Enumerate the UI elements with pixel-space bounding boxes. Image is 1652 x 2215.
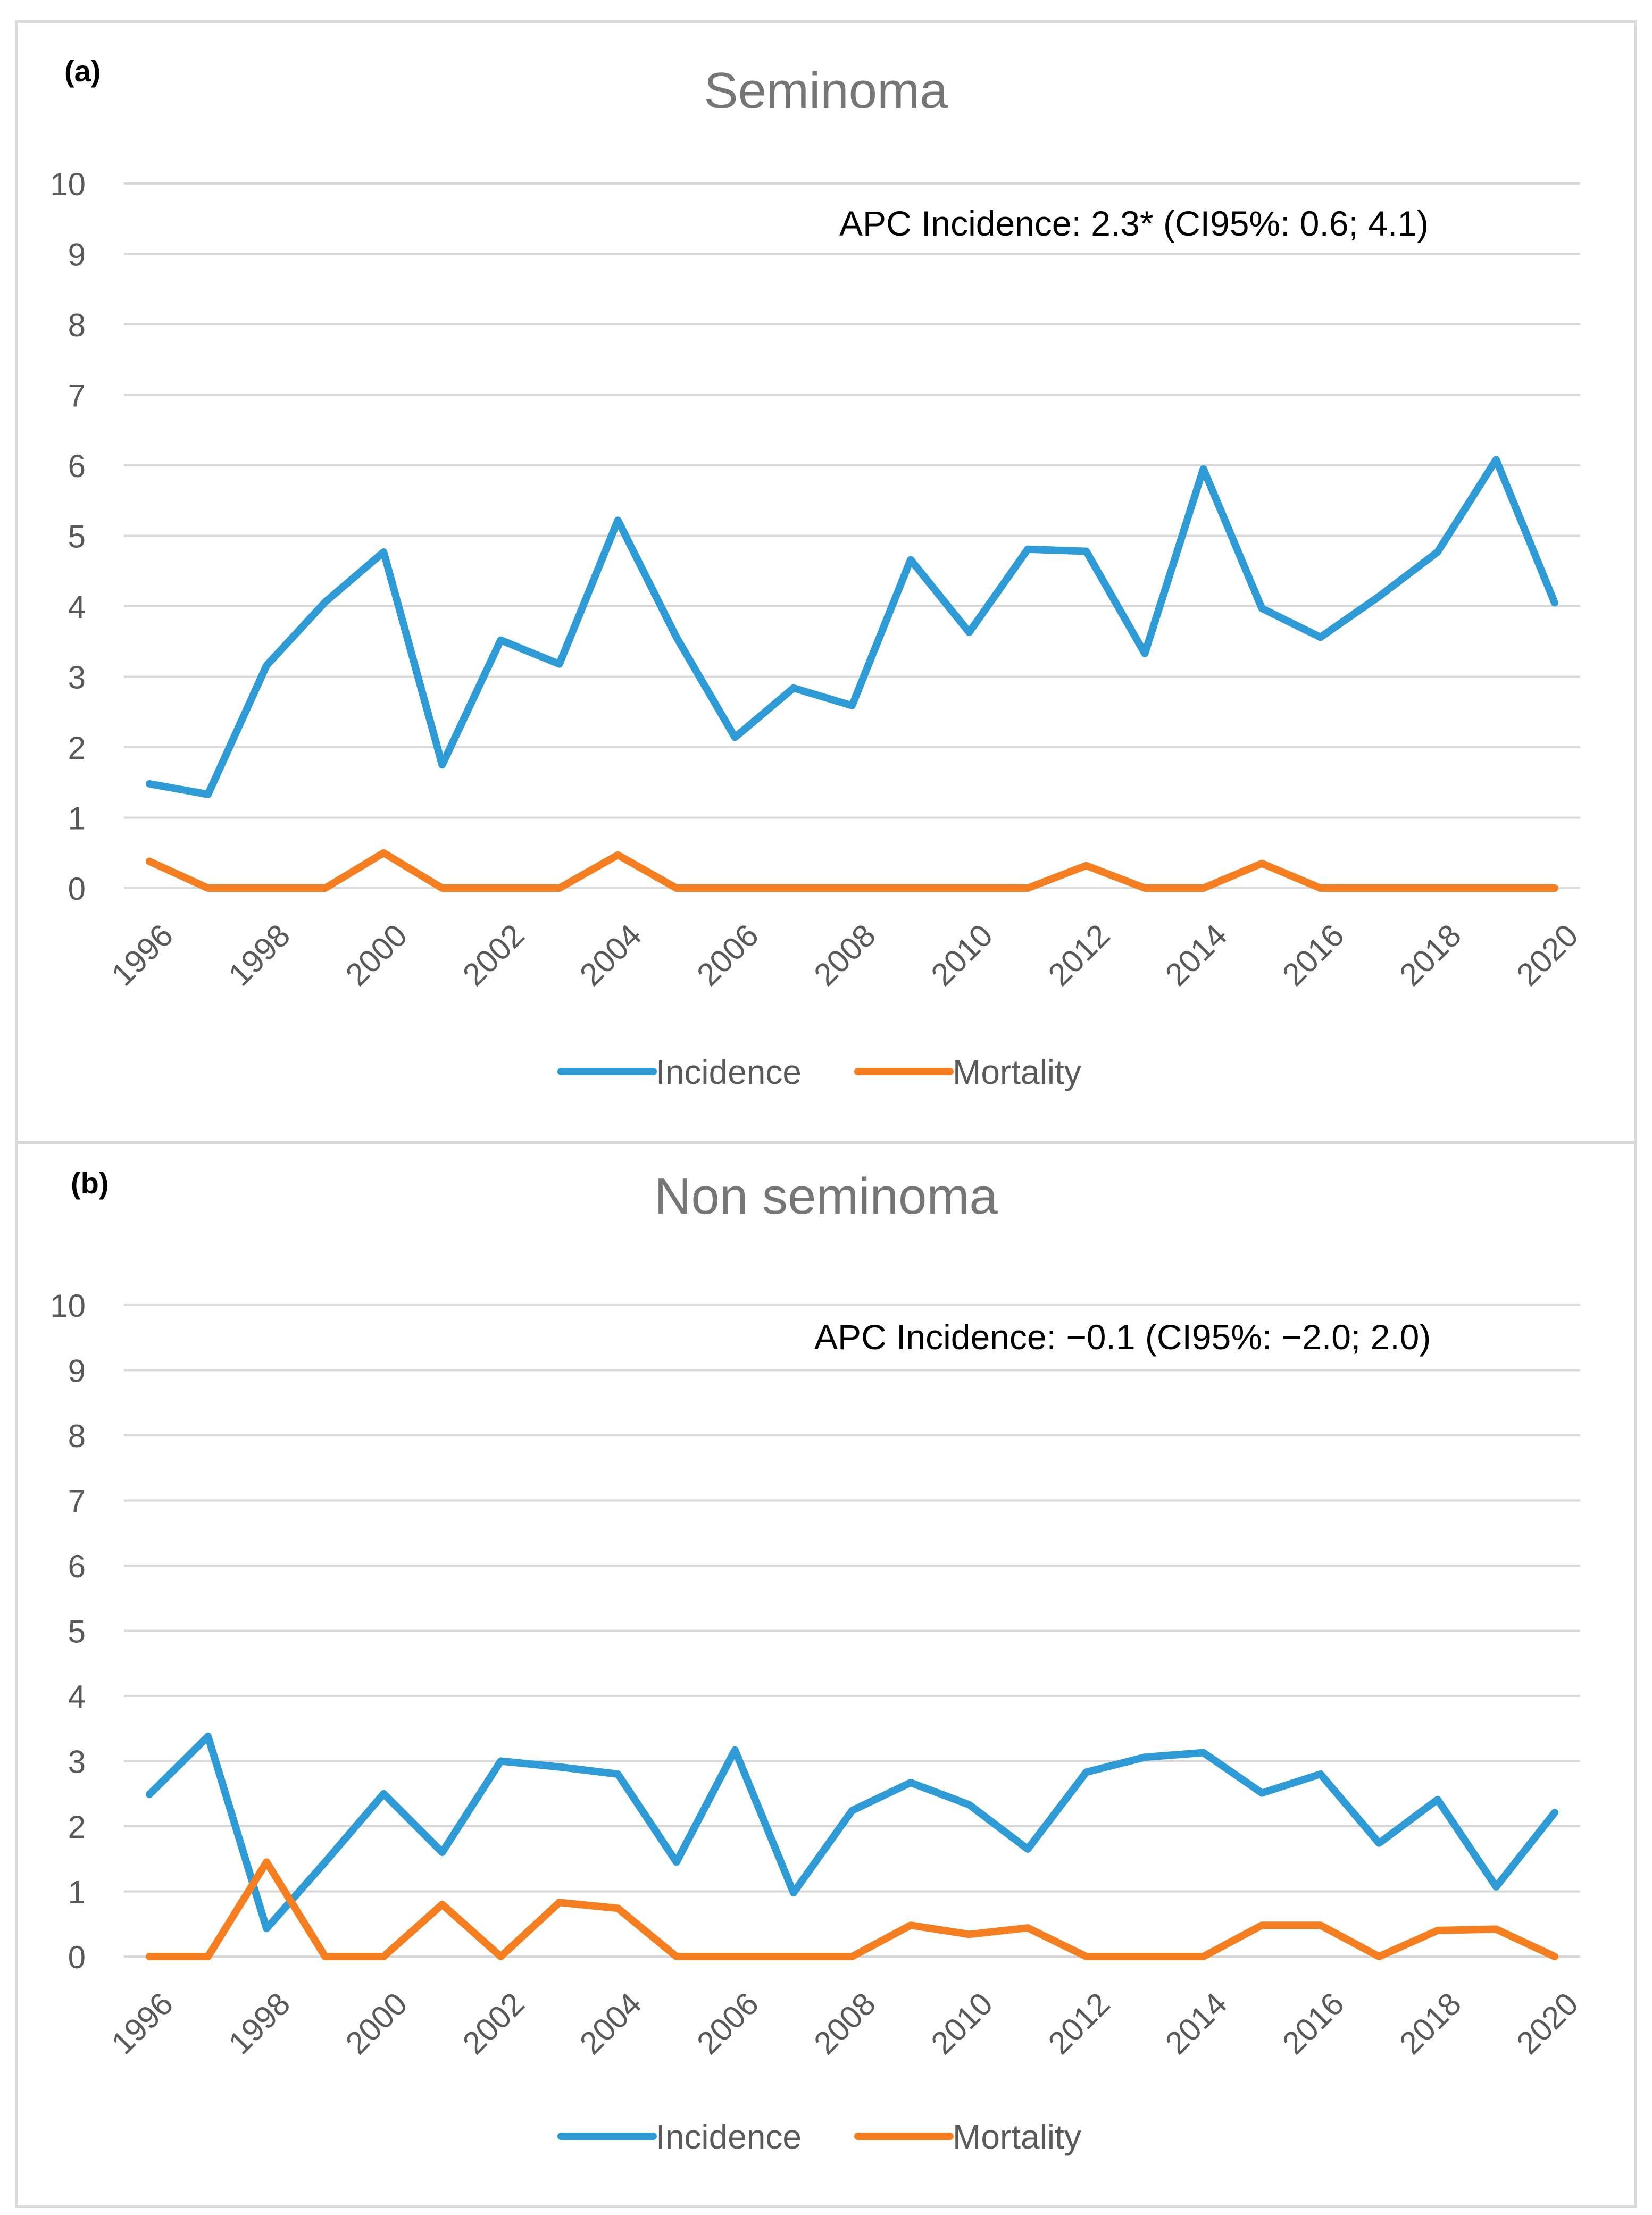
y-tick-label: 10	[50, 1288, 86, 1324]
x-tick-label: 2002	[456, 1986, 531, 2061]
series-line-mortality	[146, 1858, 1558, 1960]
x-tick-label: 2010	[924, 1986, 1000, 2061]
x-tick-label: 2016	[1275, 917, 1351, 993]
x-tick-label: 2006	[690, 1986, 765, 2061]
x-tick-label: 2008	[807, 917, 882, 993]
non-seminoma-line-chart: (b) Non seminoma APC Incidence: −0.1 (CI…	[50, 1166, 1585, 2156]
y-tick-label: 1	[68, 801, 86, 837]
series-line-incidence	[146, 1733, 1558, 1933]
panel-label: (a)	[64, 54, 101, 88]
x-tick-label: 2004	[573, 1986, 648, 2061]
y-tick-label: 2	[68, 1809, 86, 1845]
y-tick-label: 10	[50, 166, 86, 202]
y-tick-label: 8	[68, 307, 86, 343]
chart-panel-non-seminoma: (b) Non seminoma APC Incidence: −0.1 (CI…	[15, 1142, 1637, 2208]
y-tick-label: 4	[68, 1679, 86, 1715]
x-tick-label: 1996	[104, 917, 180, 993]
apc-annotation: APC Incidence: 2.3* (CI95%: 0.6; 4.1)	[839, 204, 1429, 243]
panel-label: (b)	[71, 1166, 109, 1200]
apc-annotation: APC Incidence: −0.1 (CI95%: −2.0; 2.0)	[814, 1317, 1431, 1357]
y-tick-label: 9	[68, 1353, 86, 1389]
x-tick-label: 2014	[1158, 1986, 1234, 2061]
y-tick-label: 7	[68, 378, 86, 414]
x-tick-label: 2014	[1158, 917, 1234, 993]
x-tick-label: 2018	[1392, 1986, 1468, 2061]
series-line-mortality	[146, 849, 1558, 892]
y-tick-label: 0	[68, 871, 86, 907]
y-tick-label: 5	[68, 1614, 86, 1650]
x-tick-label: 2000	[339, 1986, 414, 2061]
legend-incidence-label: Incidence	[656, 2118, 802, 2156]
x-tick-label: 2002	[456, 917, 531, 993]
chart-panel-seminoma: (a) Seminoma APC Incidence: 2.3* (CI95%:…	[15, 20, 1637, 1143]
y-tick-label: 0	[68, 1940, 86, 1975]
y-tick-label: 7	[68, 1484, 86, 1519]
y-tick-label: 1	[68, 1875, 86, 1910]
x-tick-label: 1996	[104, 1986, 180, 2061]
y-tick-label: 3	[68, 1744, 86, 1780]
y-tick-label: 6	[68, 1549, 86, 1584]
x-tick-label: 2012	[1041, 1986, 1117, 2061]
x-tick-label: 2018	[1392, 917, 1468, 993]
x-tick-label: 2006	[690, 917, 765, 993]
x-tick-label: 1998	[222, 1986, 297, 2061]
x-tick-label: 2012	[1041, 917, 1117, 993]
legend-mortality-label: Mortality	[953, 2118, 1081, 2156]
x-tick-label: 2020	[1509, 917, 1585, 993]
x-tick-label: 2010	[924, 917, 1000, 993]
y-tick-label: 3	[68, 660, 86, 696]
x-tick-label: 2016	[1275, 1986, 1351, 2061]
legend-mortality-label: Mortality	[953, 1053, 1081, 1091]
y-tick-label: 5	[68, 519, 86, 555]
series-line-incidence	[146, 456, 1558, 798]
seminoma-line-chart: (a) Seminoma APC Incidence: 2.3* (CI95%:…	[50, 54, 1585, 1091]
x-tick-label: 1998	[222, 917, 297, 993]
x-tick-label: 2000	[339, 917, 414, 993]
y-tick-label: 9	[68, 237, 86, 273]
chart-title: Non seminoma	[654, 1168, 998, 1225]
chart-title: Seminoma	[704, 62, 948, 119]
legend-incidence-label: Incidence	[656, 1053, 802, 1091]
x-tick-label: 2020	[1509, 1986, 1585, 2061]
y-tick-label: 6	[68, 448, 86, 484]
x-tick-label: 2004	[573, 917, 648, 993]
x-tick-label: 2008	[807, 1986, 882, 2061]
y-tick-label: 2	[68, 730, 86, 766]
y-tick-label: 8	[68, 1418, 86, 1454]
y-tick-label: 4	[68, 589, 86, 625]
